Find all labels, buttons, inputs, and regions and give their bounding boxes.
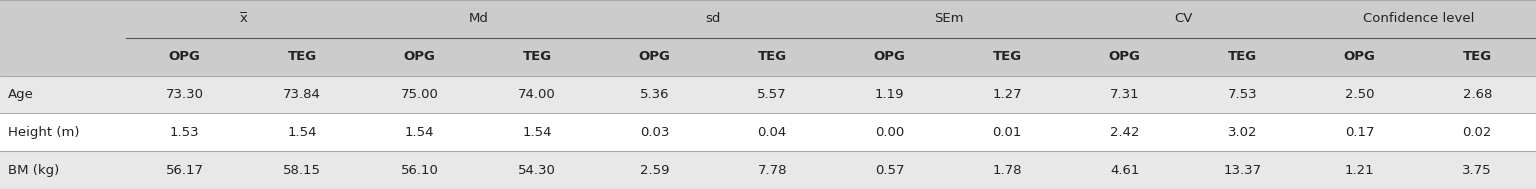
Text: 1.54: 1.54 xyxy=(287,126,316,139)
Text: 75.00: 75.00 xyxy=(401,88,439,101)
Text: 2.59: 2.59 xyxy=(641,164,670,177)
Text: Confidence level: Confidence level xyxy=(1362,12,1475,25)
Text: 5.57: 5.57 xyxy=(757,88,786,101)
Text: 7.31: 7.31 xyxy=(1111,88,1140,101)
Text: Height (m): Height (m) xyxy=(8,126,80,139)
Text: OPG: OPG xyxy=(404,50,436,63)
Text: 54.30: 54.30 xyxy=(518,164,556,177)
Text: SEm: SEm xyxy=(934,12,963,25)
Bar xyxy=(0,151,1536,189)
Text: 0.00: 0.00 xyxy=(876,126,905,139)
Text: OPG: OPG xyxy=(1109,50,1141,63)
Text: 0.02: 0.02 xyxy=(1462,126,1491,139)
Text: 1.54: 1.54 xyxy=(406,126,435,139)
Text: TEG: TEG xyxy=(522,50,551,63)
Bar xyxy=(0,113,1536,151)
Text: 3.75: 3.75 xyxy=(1462,164,1491,177)
Text: TEG: TEG xyxy=(992,50,1021,63)
Text: 0.03: 0.03 xyxy=(641,126,670,139)
Text: Md: Md xyxy=(468,12,488,25)
Text: 3.02: 3.02 xyxy=(1227,126,1256,139)
Text: sd: sd xyxy=(705,12,722,25)
Text: 1.53: 1.53 xyxy=(170,126,200,139)
Text: 56.17: 56.17 xyxy=(166,164,204,177)
Text: 73.30: 73.30 xyxy=(166,88,204,101)
Text: TEG: TEG xyxy=(1227,50,1256,63)
Text: 2.50: 2.50 xyxy=(1346,88,1375,101)
Text: 0.17: 0.17 xyxy=(1346,126,1375,139)
Text: TEG: TEG xyxy=(757,50,786,63)
Text: 1.27: 1.27 xyxy=(992,88,1021,101)
Text: 5.36: 5.36 xyxy=(641,88,670,101)
Bar xyxy=(0,0,1536,76)
Text: 1.54: 1.54 xyxy=(522,126,551,139)
Text: 74.00: 74.00 xyxy=(518,88,556,101)
Text: 73.84: 73.84 xyxy=(283,88,321,101)
Text: 58.15: 58.15 xyxy=(283,164,321,177)
Text: 56.10: 56.10 xyxy=(401,164,439,177)
Text: 0.57: 0.57 xyxy=(876,164,905,177)
Text: 7.53: 7.53 xyxy=(1227,88,1256,101)
Text: 13.37: 13.37 xyxy=(1223,164,1261,177)
Text: OPG: OPG xyxy=(874,50,906,63)
Text: 1.78: 1.78 xyxy=(992,164,1021,177)
Text: BM (kg): BM (kg) xyxy=(8,164,58,177)
Text: 4.61: 4.61 xyxy=(1111,164,1140,177)
Text: 0.04: 0.04 xyxy=(757,126,786,139)
Text: OPG: OPG xyxy=(639,50,671,63)
Text: 0.01: 0.01 xyxy=(992,126,1021,139)
Text: x̅: x̅ xyxy=(240,12,247,25)
Text: 2.42: 2.42 xyxy=(1111,126,1140,139)
Text: TEG: TEG xyxy=(287,50,316,63)
Bar xyxy=(0,76,1536,113)
Text: OPG: OPG xyxy=(169,50,201,63)
Text: Age: Age xyxy=(8,88,34,101)
Text: 2.68: 2.68 xyxy=(1462,88,1491,101)
Text: 1.19: 1.19 xyxy=(876,88,905,101)
Text: CV: CV xyxy=(1175,12,1192,25)
Text: TEG: TEG xyxy=(1462,50,1491,63)
Text: 7.78: 7.78 xyxy=(757,164,786,177)
Text: OPG: OPG xyxy=(1344,50,1376,63)
Text: 1.21: 1.21 xyxy=(1346,164,1375,177)
